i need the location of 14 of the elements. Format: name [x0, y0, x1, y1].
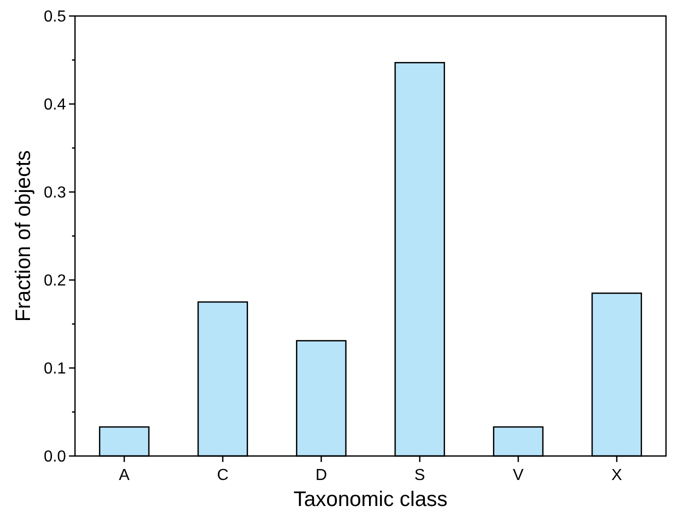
x-tick-label: C [216, 467, 229, 484]
x-tick-label: V [512, 467, 524, 484]
y-tick-label: 0.4 [44, 96, 66, 114]
y-tick-label: 0.5 [44, 8, 66, 26]
x-tick-label: A [118, 467, 130, 484]
x-tick-label: S [414, 467, 426, 484]
y-tick-label: 0.3 [44, 184, 66, 202]
y-tick-label: 0.2 [44, 272, 66, 290]
x-axis-title: Taxonomic class [293, 488, 448, 511]
x-tick-label: D [315, 467, 328, 484]
y-axis-title: Fraction of objects [12, 150, 35, 322]
x-tick-label: X [611, 467, 622, 484]
y-tick-label: 0.0 [44, 448, 66, 466]
y-tick-label: 0.1 [44, 360, 66, 378]
